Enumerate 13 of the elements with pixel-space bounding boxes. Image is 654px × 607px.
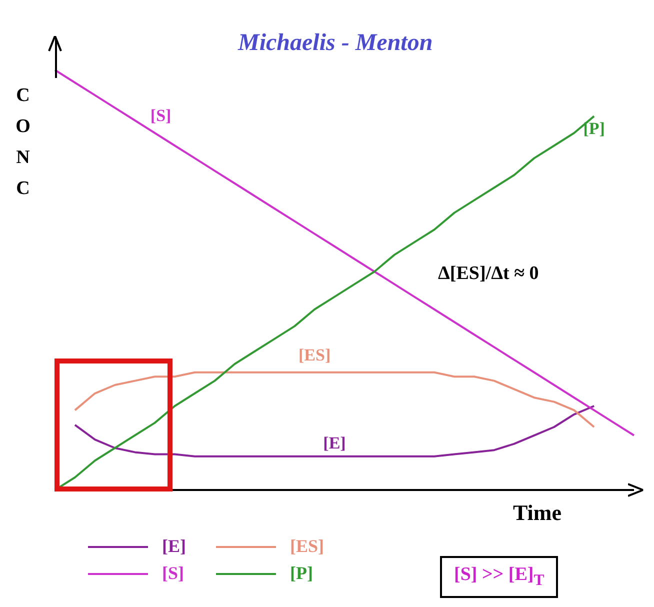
chart-title: Michaelis - Menton xyxy=(238,30,433,57)
text: [P] xyxy=(583,119,605,138)
text: [E] xyxy=(323,433,346,452)
y-axis-title: CONC xyxy=(14,84,32,201)
text: [S] xyxy=(150,106,172,125)
annotation: Δ[ES]/Δt ≈ 0 xyxy=(438,263,539,285)
legend-label: [S] xyxy=(162,563,184,584)
legend-label: [ES] xyxy=(290,536,324,557)
legend-label: [P] xyxy=(290,563,313,584)
x-axis-title: Time xyxy=(513,500,562,526)
text: [ES] xyxy=(298,345,331,364)
legend-label: [E] xyxy=(162,536,186,557)
text: [S] >> [E]$_{T}$ xyxy=(440,556,558,598)
